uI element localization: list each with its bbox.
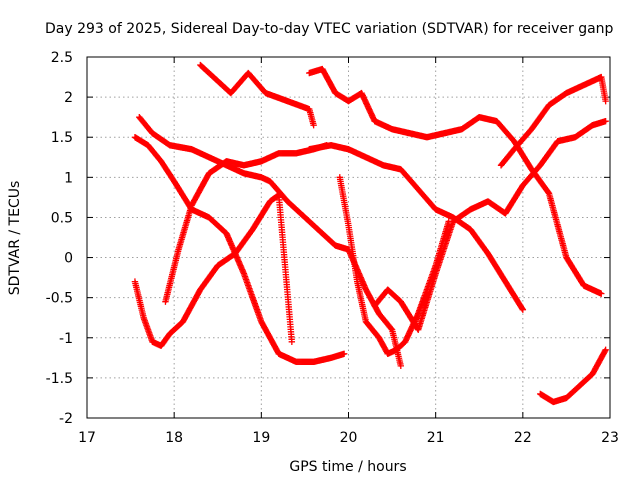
plot-frame <box>86 56 611 419</box>
x-tick-label: 23 <box>601 430 619 446</box>
y-tick-label: -2 <box>59 411 73 427</box>
y-tick-label: -0.5 <box>46 291 73 307</box>
data-points <box>131 61 609 406</box>
x-tick-label: 20 <box>340 430 358 446</box>
y-tick-label: 2 <box>64 90 73 106</box>
data-point-track-1 <box>340 350 348 358</box>
x-tick-label: 19 <box>252 430 270 446</box>
data-point-track-3 <box>288 338 296 345</box>
data-point-track-11 <box>602 346 609 354</box>
x-tick-label: 17 <box>78 430 96 446</box>
chart-title: Day 293 of 2025, Sidereal Day-to-day VTE… <box>45 21 614 37</box>
y-tick-label: -1.5 <box>46 371 73 387</box>
y-tick-label: -1 <box>59 331 73 347</box>
x-tick-label: 22 <box>514 430 532 446</box>
data-point-track-9 <box>602 117 609 125</box>
data-point-track-11 <box>601 347 609 355</box>
data-point-track-10 <box>602 97 609 105</box>
data-point-track-2 <box>397 362 404 370</box>
data-point-track-6 <box>598 290 605 297</box>
y-tick-label: 0 <box>64 251 73 267</box>
y-tick-label: 1.5 <box>51 130 73 146</box>
axis-ticks: 17 18 19 20 21 22 23 2.5 2 1.5 1 0.5 0 -0.5 -1 -1.5 -2 <box>46 50 619 446</box>
x-axis-label: GPS time / hours <box>289 459 406 475</box>
y-tick-label: 2.5 <box>51 50 73 66</box>
y-tick-label: 1 <box>64 170 73 186</box>
data-point-track-2 <box>388 325 395 333</box>
x-tick-label: 18 <box>165 430 183 446</box>
x-tick-label: 21 <box>427 430 445 446</box>
y-tick-label: 0.5 <box>51 210 73 226</box>
y-axis-label: SDTVAR / TECUs <box>7 181 23 296</box>
data-point-track-7 <box>519 306 527 313</box>
data-point-track-5 <box>310 121 317 129</box>
data-point-track-7 <box>518 305 526 312</box>
